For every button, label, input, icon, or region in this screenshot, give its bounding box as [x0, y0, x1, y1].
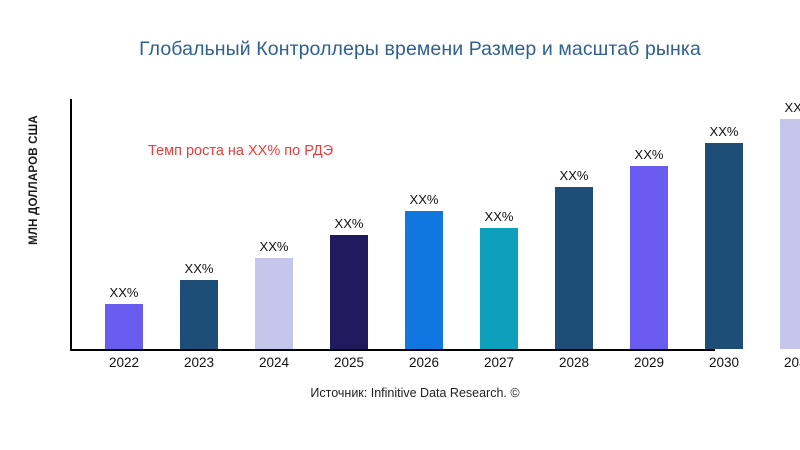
- bar-value-label: XX%: [259, 239, 289, 254]
- chart-title: Глобальный Контроллеры времени Размер и …: [139, 38, 701, 60]
- x-tick-2024: 2024: [258, 355, 290, 370]
- y-axis-label-text: МЛН ДОЛЛАРОВ США: [28, 115, 40, 245]
- bar-value-label: XX%: [709, 124, 739, 139]
- bar-value-label: XX%: [484, 209, 514, 224]
- x-tick-2027: 2027: [483, 355, 515, 370]
- bar-value-label: XX%: [559, 168, 589, 183]
- y-axis-line: [70, 99, 72, 351]
- x-tick-2028: 2028: [558, 355, 590, 370]
- x-tick-2026: 2026: [408, 355, 440, 370]
- source-caption: Источник: Infinitive Data Research. ©: [310, 386, 520, 400]
- growth-rate-annotation: Темп роста на XX% по РДЭ: [148, 143, 334, 159]
- x-axis-line: [70, 349, 715, 351]
- bar[interactable]: [780, 119, 800, 349]
- bar-value-label: XX%: [334, 216, 364, 231]
- x-tick-2029: 2029: [633, 355, 665, 370]
- bar[interactable]: [180, 280, 218, 349]
- x-tick-2030: 2030: [708, 355, 740, 370]
- bar[interactable]: [255, 258, 293, 349]
- bar[interactable]: [555, 187, 593, 349]
- x-tick-2031: 2031: [783, 355, 800, 370]
- bar-value-label: XX%: [109, 285, 139, 300]
- bar-value-label: XX%: [634, 147, 664, 162]
- bar-value-label: XX%: [784, 100, 800, 115]
- bar[interactable]: [480, 228, 518, 349]
- bar[interactable]: [330, 235, 368, 349]
- x-tick-2025: 2025: [333, 355, 365, 370]
- bar[interactable]: [105, 304, 143, 349]
- bar[interactable]: [705, 143, 743, 349]
- bar-value-label: XX%: [409, 192, 439, 207]
- bar[interactable]: [405, 211, 443, 349]
- x-tick-2023: 2023: [183, 355, 215, 370]
- plot-area: XX% XX% XX% XX% XX% XX% XX% XX% XX% XX%: [70, 99, 800, 351]
- x-tick-2022: 2022: [108, 355, 140, 370]
- x-axis-tick-labels: 2022 2023 2024 2025 2026 2027 2028 2029 2030 2031: [70, 355, 800, 377]
- bar-value-label: XX%: [184, 261, 214, 276]
- y-axis-label: МЛН ДОЛЛАРОВ США: [22, 30, 46, 330]
- bar[interactable]: [630, 166, 668, 349]
